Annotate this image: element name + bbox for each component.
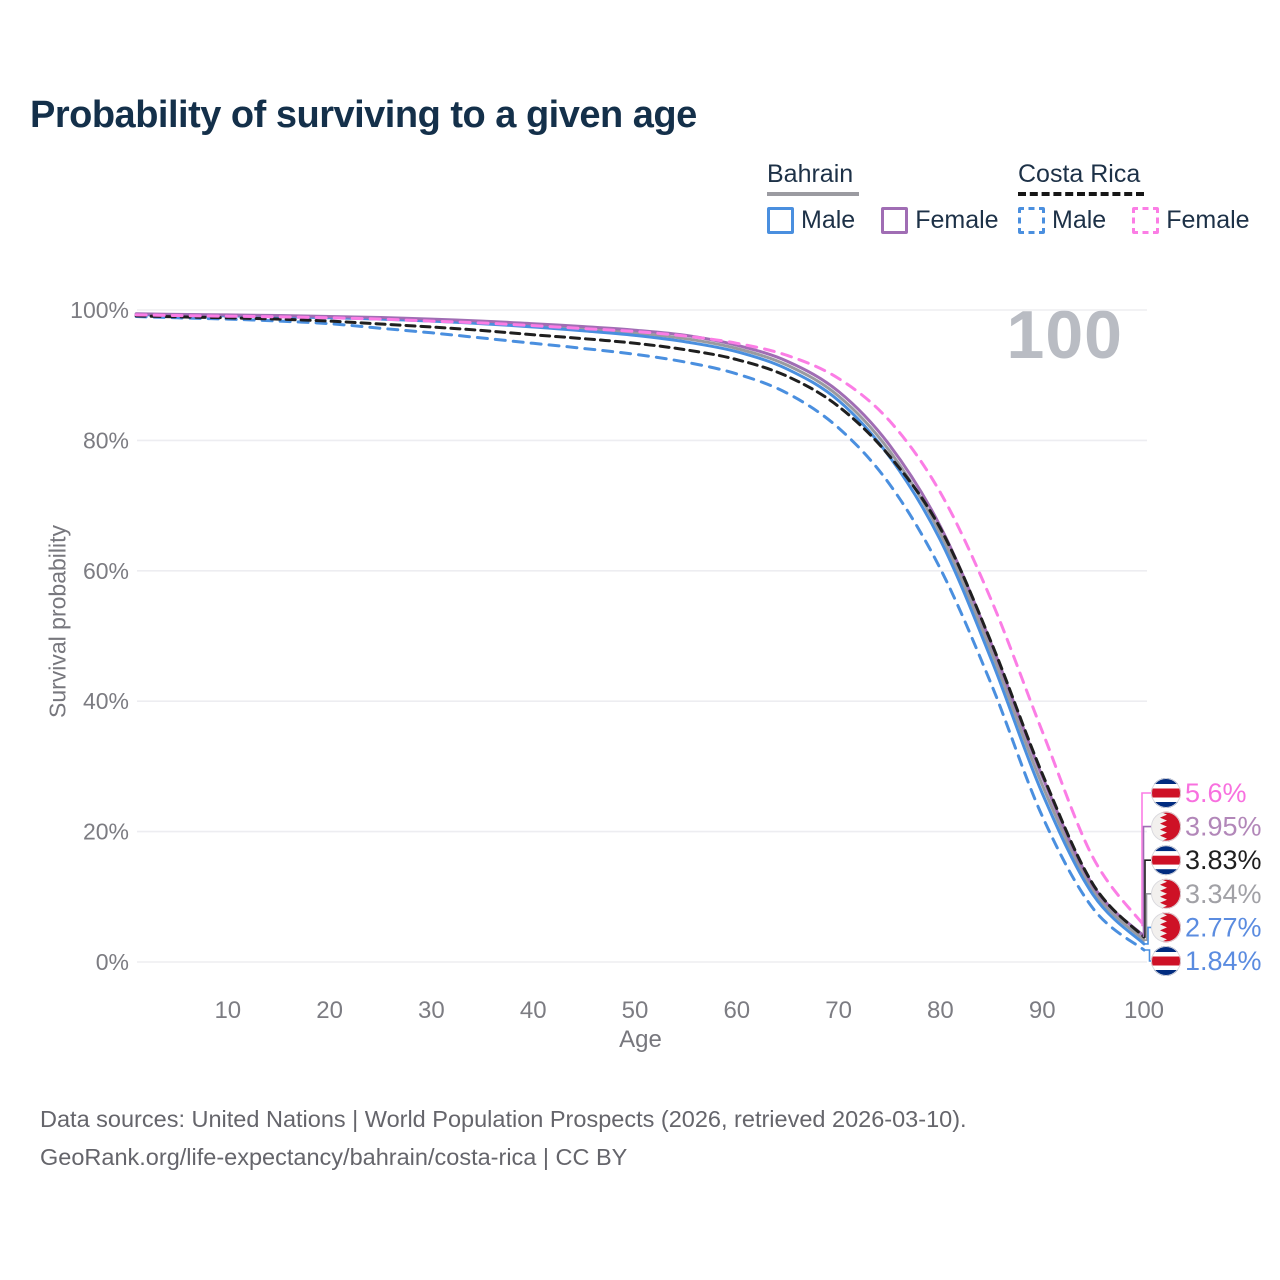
- x-axis-title: Age: [619, 1026, 662, 1053]
- costarica-flag-icon: [1151, 946, 1181, 976]
- data-sources-text: Data sources: United Nations | World Pop…: [40, 1106, 967, 1132]
- page-title: Probability of surviving to a given age: [30, 94, 697, 136]
- x-tick-label-60: 60: [723, 997, 750, 1024]
- costarica-female-swatch-icon[interactable]: [1132, 207, 1160, 234]
- bahrain-flag-icon: [1151, 811, 1181, 842]
- x-tick-label-40: 40: [520, 997, 547, 1024]
- legend-title-bahrain: Bahrain: [767, 160, 854, 188]
- y-tick-label-40: 40%: [83, 688, 129, 714]
- end-label-connector-bahrain-total: [1144, 892, 1151, 942]
- series-line-bahrain-female[interactable]: [134, 312, 1146, 938]
- y-tick-label-0: 0%: [96, 949, 129, 975]
- bahrain-male-swatch-icon[interactable]: [767, 207, 794, 234]
- end-label-connector-costa-rica-male: [1144, 949, 1151, 962]
- legend-linestyle-solid: [767, 192, 859, 196]
- legend-item-bahrain-female[interactable]: Female: [881, 206, 999, 235]
- series-line-bahrain-total[interactable]: [134, 312, 1146, 942]
- end-label-connector-costa-rica-total: [1144, 859, 1151, 938]
- y-tick-label-20: 20%: [83, 819, 129, 845]
- legend-label-bahrain-female: Female: [915, 206, 999, 234]
- legend-item-costarica-female[interactable]: Female: [1132, 206, 1250, 235]
- series-line-bahrain-male[interactable]: [134, 313, 1146, 946]
- x-tick-label-20: 20: [316, 997, 343, 1024]
- y-tick-label-60: 60%: [83, 558, 129, 584]
- legend-label-costarica-male: Male: [1052, 206, 1107, 234]
- costarica-male-swatch-icon[interactable]: [1018, 207, 1045, 234]
- legend-label-costarica-female: Female: [1166, 206, 1250, 234]
- legend-item-bahrain-male[interactable]: Male: [767, 206, 855, 235]
- end-label-connector-bahrain-female: [1142, 825, 1151, 938]
- end-label-bahrain-male: 2.77%: [1185, 912, 1262, 942]
- legend-title-costarica: Costa Rica: [1018, 160, 1141, 188]
- y-tick-label-80: 80%: [83, 427, 129, 453]
- legend-group-costarica: Costa Rica Male Female: [1018, 160, 1250, 235]
- end-label-bahrain-total: 3.34%: [1185, 879, 1262, 909]
- bahrain-flag-icon: [1151, 912, 1181, 943]
- x-tick-label-30: 30: [418, 997, 445, 1024]
- end-label-costa-rica-male: 1.84%: [1185, 946, 1262, 976]
- end-label-costa-rica-female: 5.6%: [1185, 778, 1247, 808]
- x-tick-label-70: 70: [825, 997, 852, 1024]
- x-tick-label-100: 100: [1124, 997, 1164, 1024]
- costarica-flag-icon: [1151, 845, 1181, 876]
- legend-label-bahrain-male: Male: [801, 206, 856, 234]
- x-tick-label-90: 90: [1029, 997, 1056, 1024]
- series-line-costa-rica-male[interactable]: [134, 315, 1146, 952]
- attribution-link-text[interactable]: GeoRank.org/life-expectancy/bahrain/cost…: [40, 1144, 628, 1170]
- legend-group-bahrain: Bahrain Male Female: [767, 160, 999, 235]
- legend-linestyle-dashed: [1018, 192, 1144, 196]
- series-line-costa-rica-total[interactable]: [134, 314, 1146, 939]
- costarica-flag-icon: [1151, 778, 1181, 808]
- legend-item-costarica-male[interactable]: Male: [1018, 206, 1106, 235]
- end-label-connector-bahrain-male: [1144, 926, 1151, 945]
- x-tick-label-80: 80: [927, 997, 954, 1024]
- end-label-bahrain-female: 3.95%: [1185, 812, 1262, 842]
- x-tick-label-50: 50: [622, 997, 649, 1024]
- bahrain-female-swatch-icon[interactable]: [881, 207, 909, 234]
- y-tick-label-100: 100%: [70, 297, 129, 323]
- end-label-costa-rica-total: 3.83%: [1185, 845, 1262, 875]
- bahrain-flag-icon: [1151, 878, 1181, 909]
- series-line-costa-rica-female[interactable]: [134, 313, 1146, 927]
- x-tick-label-10: 10: [214, 997, 241, 1024]
